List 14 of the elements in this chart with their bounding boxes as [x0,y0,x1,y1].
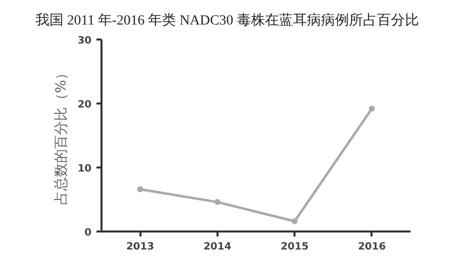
y-tick-label: 0 [84,228,92,238]
x-tick-label: 2014 [203,242,232,252]
point [368,106,375,112]
y-axis-title: 占总数的百分比（%） [54,66,70,206]
x-tick-label: 2013 [126,242,154,252]
chart-title: 我国 2011 年-2016 年类 NADC30 毒株在蓝耳病病例所占百分比 [36,12,419,28]
y-tick-label: 30 [78,36,92,46]
point [137,186,144,192]
y-tick-label: 10 [78,164,92,174]
point [292,218,298,224]
point [214,199,220,206]
x-tick-label: 2016 [358,242,386,252]
x-tick-label: 2015 [280,242,309,252]
y-tick-label: 20 [78,100,92,110]
